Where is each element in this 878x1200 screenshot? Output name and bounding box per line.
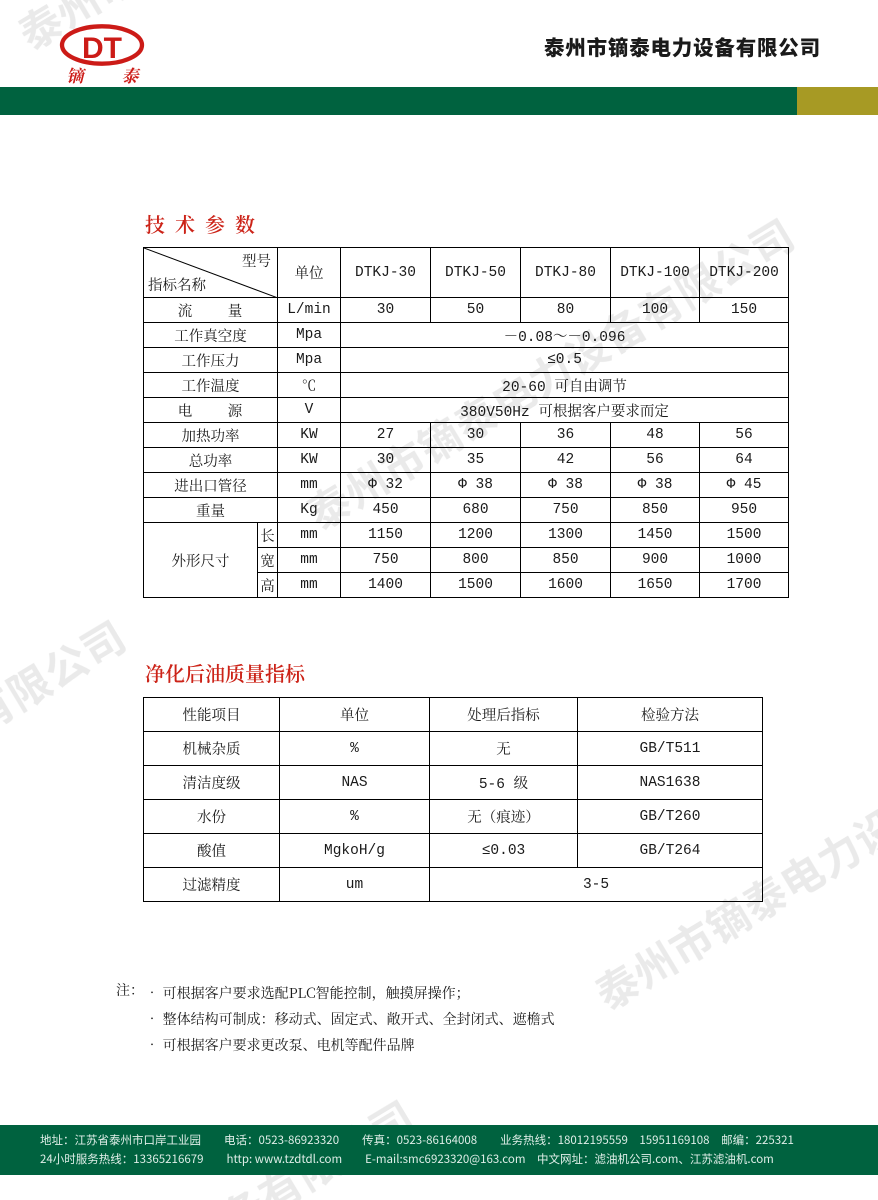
svg-text:泰: 泰 <box>122 62 141 87</box>
svg-text:DT: DT <box>82 32 122 65</box>
svg-text:镝: 镝 <box>67 62 87 87</box>
